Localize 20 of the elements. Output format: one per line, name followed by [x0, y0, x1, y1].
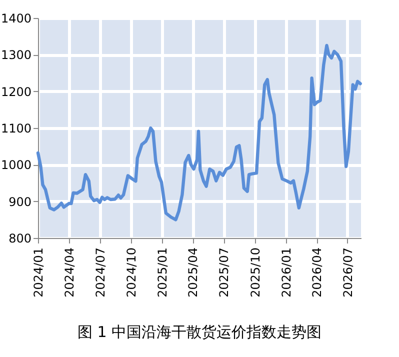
x-tick-label: 2026/04 — [310, 248, 324, 298]
y-tick-label: 1400 — [0, 12, 32, 26]
y-tick-label: 800 — [8, 232, 32, 246]
x-tick-label: 2024/01 — [32, 248, 46, 298]
x-tick-label: 2026/01 — [280, 248, 294, 298]
x-tick-label: 2024/10 — [124, 248, 138, 298]
x-tick-label: 2025/07 — [217, 248, 232, 298]
line-series — [36, 44, 362, 222]
x-tick-label: 2026/07 — [340, 248, 355, 298]
x-tick-label: 2025/10 — [248, 248, 262, 298]
text: 图 1 中国沿海干散货运价指数走势图 — [77, 322, 322, 341]
x-tick-label: 2024/04 — [62, 248, 76, 298]
y-tick-label: 1000 — [0, 158, 32, 172]
x-tick-label: 2025/01 — [156, 248, 170, 298]
y-tick-label: 900 — [8, 194, 32, 209]
x-tick-label: 2024/07 — [93, 248, 108, 298]
y-tick-label: 1200 — [0, 84, 32, 99]
y-tick-label: 1300 — [0, 48, 32, 62]
y-tick-label: 1100 — [0, 122, 32, 136]
x-tick-label: 2025/04 — [186, 248, 200, 298]
